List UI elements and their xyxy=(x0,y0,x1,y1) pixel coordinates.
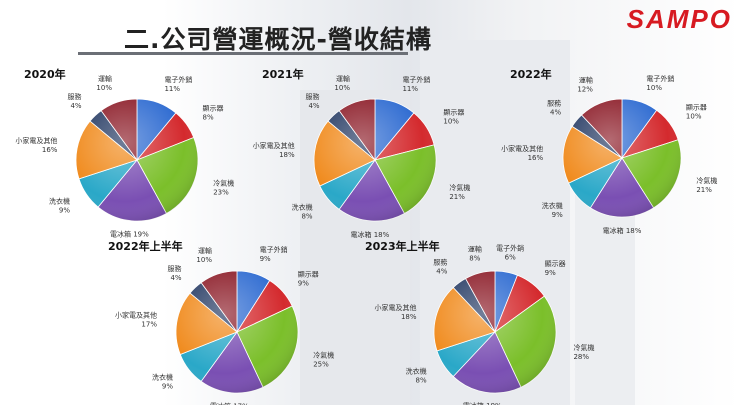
pie-gloss xyxy=(76,99,198,221)
slice-value-label: 11% xyxy=(164,85,180,93)
slice-category-label: 小家電及其他 xyxy=(253,141,295,150)
title-underline xyxy=(78,52,408,55)
slice-value-label: 25% xyxy=(313,360,329,368)
slice-value-label: 12% xyxy=(577,86,593,94)
slice-category-label: 顯示器 xyxy=(203,104,224,112)
slice-category-label: 洗衣機 xyxy=(406,366,427,375)
slice-category-label: 運輸 xyxy=(468,245,482,254)
slice-category-label: 運輸 xyxy=(336,74,350,83)
slice-value-label: 23% xyxy=(213,188,229,196)
pie-gloss xyxy=(434,271,556,393)
pie-gloss xyxy=(563,99,681,217)
slice-value-label: 11% xyxy=(402,85,418,93)
slice-value-label: 16% xyxy=(42,146,58,154)
slice-category-label: 顯示器 xyxy=(298,270,319,278)
slice-value-label: 10% xyxy=(646,84,662,92)
page-title: 二.公司營運概況-營收結構 xyxy=(124,25,432,54)
slice-value-label: 10% xyxy=(686,113,702,121)
slice-value-label: 16% xyxy=(528,154,544,162)
slice-value-label: 10% xyxy=(334,84,350,92)
slice-label: 電冰箱 18% xyxy=(351,230,390,239)
slice-value-label: 8% xyxy=(203,113,214,121)
slice-value-label: 9% xyxy=(162,383,173,391)
chart-title: 2021年 xyxy=(262,67,304,81)
slice-value-label: 9% xyxy=(260,255,271,263)
slice-category-label: 服務 xyxy=(68,92,82,101)
slice-category-label: 小家電及其他 xyxy=(15,136,57,145)
slice-category-label: 服務 xyxy=(433,257,447,266)
chart-title: 2022年 xyxy=(510,67,552,81)
slice-category-label: 運輸 xyxy=(579,76,593,85)
slice-category-label: 運輸 xyxy=(198,246,212,255)
slice-category-label: 冷氣機 xyxy=(313,350,334,359)
slice-value-label: 4% xyxy=(170,274,181,282)
slice-category-label: 電子外銷 xyxy=(646,74,674,83)
slice-category-label: 冷氣機 xyxy=(213,178,234,187)
slice-value-label: 4% xyxy=(436,267,447,275)
chart-title: 2023年上半年 xyxy=(365,239,440,253)
slice-category-label: 洗衣機 xyxy=(292,203,313,212)
slice-label: 電冰箱 18% xyxy=(603,226,642,235)
slice-category-label: 冷氣機 xyxy=(449,183,470,192)
slice-value-label: 18% xyxy=(279,151,295,159)
slice-value-label: 4% xyxy=(308,102,319,110)
slice-value-label: 8% xyxy=(416,376,427,384)
pie-gloss xyxy=(314,99,436,221)
slice-category-label: 運輸 xyxy=(98,74,112,83)
slice-category-label: 電子外銷 xyxy=(402,75,430,84)
slice-category-label: 顯示器 xyxy=(686,104,707,112)
chart-title: 2022年上半年 xyxy=(108,239,183,253)
slice-category-label: 冷氣機 xyxy=(696,176,717,185)
slice-value-label: 17% xyxy=(141,320,157,328)
slice-category-label: 電子外銷 xyxy=(496,243,524,252)
slice-category-label: 洗衣機 xyxy=(542,201,563,210)
slice-category-label: 電子外銷 xyxy=(260,245,288,254)
slice-value-label: 8% xyxy=(301,213,312,221)
slice-value-label: 4% xyxy=(70,102,81,110)
slice-value-label: 8% xyxy=(469,255,480,263)
slice-value-label: 21% xyxy=(696,186,712,194)
slice-value-label: 9% xyxy=(545,269,556,277)
slice-value-label: 9% xyxy=(552,211,563,219)
slice-category-label: 洗衣機 xyxy=(49,197,70,206)
slice-category-label: 小家電及其他 xyxy=(501,144,543,153)
pie-gloss xyxy=(176,271,298,393)
chart-title: 2020年 xyxy=(24,67,66,81)
slice-category-label: 服務 xyxy=(547,99,561,108)
slice-value-label: 10% xyxy=(196,256,212,264)
slice-label: 電冰箱 17% xyxy=(210,402,249,405)
slice-category-label: 顯示器 xyxy=(443,109,464,117)
pie-chart-0: 2020年電子外銷11% 顯示器8% 冷氣機23% 電冰箱 19% 洗衣機9% 小家電及其… xyxy=(15,67,234,239)
slice-value-label: 28% xyxy=(573,353,589,361)
slice-value-label: 10% xyxy=(443,118,459,126)
slice-category-label: 小家電及其他 xyxy=(115,310,157,319)
slice-label: 電冰箱 19% xyxy=(110,230,149,239)
slice-value-label: 10% xyxy=(96,84,112,92)
slice-value-label: 18% xyxy=(401,313,417,321)
slice-label: 電冰箱 19% xyxy=(463,401,502,405)
slice-value-label: 6% xyxy=(505,253,516,261)
slice-value-label: 9% xyxy=(298,279,309,287)
slice-category-label: 冷氣機 xyxy=(573,343,594,352)
slice-category-label: 顯示器 xyxy=(545,260,566,268)
slice-category-label: 服務 xyxy=(168,264,182,273)
slice-category-label: 小家電及其他 xyxy=(375,303,417,312)
slice-value-label: 9% xyxy=(59,207,70,215)
slice-value-label: 4% xyxy=(550,109,561,117)
sampo-logo: SAMPO xyxy=(626,4,732,34)
slice-value-label: 21% xyxy=(449,193,465,201)
slice-category-label: 電子外銷 xyxy=(164,75,192,84)
slice-category-label: 洗衣機 xyxy=(152,373,173,382)
slice-category-label: 服務 xyxy=(306,92,320,101)
